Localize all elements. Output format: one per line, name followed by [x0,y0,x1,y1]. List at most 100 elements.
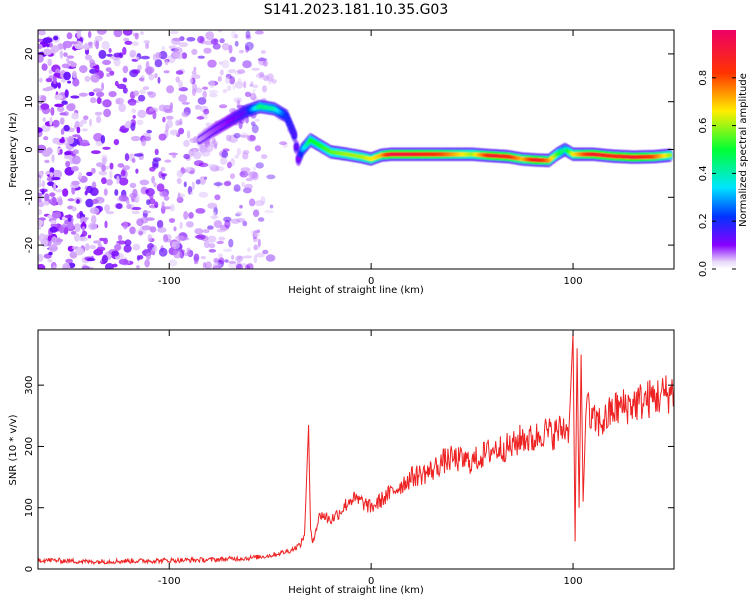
noise-blob [138,230,143,236]
noise-blob [154,148,159,156]
noise-blob [269,204,274,209]
noise-blob [108,91,117,98]
noise-blob [98,49,107,59]
noise-blob [266,174,276,180]
noise-blob [132,243,141,251]
ridge-core [290,129,295,134]
noise-blob [129,226,136,235]
noise-blob [245,35,252,40]
noise-blob [282,142,288,148]
noise-blob [118,103,126,113]
noise-blob [87,234,92,239]
noise-blob [213,182,223,187]
noise-blob [212,261,222,269]
noise-blob [51,196,57,206]
ridge-track [196,99,674,168]
noise-blob [194,235,203,239]
noise-blob [236,218,246,223]
noise-blob [141,139,147,147]
noise-blob [244,264,250,269]
colorbar-ticks: 0.0 0.2 0.4 0.6 0.8 [698,70,736,277]
noise-blob [158,171,164,179]
noise-blob [222,89,228,93]
noise-blob [241,181,245,188]
noise-blob [249,92,257,101]
noise-blob [223,216,232,222]
noise-blob [208,89,219,94]
noise-blob [41,180,46,188]
noise-blob [236,99,241,108]
noise-blob [233,132,241,139]
noise-blob [245,30,251,39]
noise-blob [59,112,67,116]
noise-blob [106,179,113,186]
noise-blob [153,182,157,188]
noise-blob [63,52,68,57]
noise-blob [43,136,49,141]
noise-blob [105,67,112,72]
noise-blob [116,83,127,89]
noise-blob [263,60,268,67]
noise-blob [140,31,144,35]
noise-blob [156,219,164,229]
noise-blob [135,99,141,103]
y-tick-label: 20 [24,48,35,61]
noise-blob [205,261,212,269]
noise-blob [171,241,175,247]
noise-blob [131,108,137,114]
noise-blob [96,116,102,124]
noise-blob [216,228,226,233]
noise-blob [146,91,153,95]
noise-blob [94,111,102,116]
noise-blob [265,254,276,262]
noise-blob [210,38,219,45]
noise-blob [199,176,207,185]
noise-blob [140,55,150,60]
ridge-core [667,153,673,158]
noise-blob [256,229,261,233]
noise-blob [47,181,55,187]
noise-blob [235,263,243,269]
noise-blob [109,162,114,170]
colorbar-tick-label: 0.8 [698,70,709,86]
noise-blob [44,159,50,164]
noise-blob [250,229,255,235]
snr-x-ticks: -100 0 100 [158,330,583,587]
noise-blob [186,37,196,42]
noise-blob [86,171,93,177]
noise-blob [227,69,237,74]
noise-blob [253,232,261,238]
noise-blob [217,30,222,33]
noise-blob [202,86,209,90]
noise-blob [101,164,106,172]
noise-blob [130,135,141,142]
snr-x-label: Height of straight line (km) [288,585,424,596]
noise-blob [124,239,132,246]
noise-blob [41,63,48,71]
noise-blob [239,170,249,178]
noise-blob [38,219,44,227]
noise-blob [233,184,241,192]
noise-blob [74,120,80,129]
noise-blob [134,153,144,157]
noise-blob [101,254,108,264]
noise-blob [191,48,198,56]
noise-blob [166,85,175,94]
noise-blob [50,223,58,228]
noise-blob [190,191,194,195]
noise-blob [161,173,168,177]
noise-blob [49,172,54,178]
noise-blob [71,180,80,186]
noise-blob [257,238,261,248]
noise-blob [224,219,231,229]
noise-blob [238,120,243,130]
noise-blob [79,65,88,74]
noise-blob [78,171,82,180]
noise-blob [70,95,80,99]
noise-blob [156,183,165,192]
noise-blob [197,55,205,59]
ridge-core [285,117,291,123]
noise-blob [145,60,150,70]
noise-blob [60,128,65,136]
